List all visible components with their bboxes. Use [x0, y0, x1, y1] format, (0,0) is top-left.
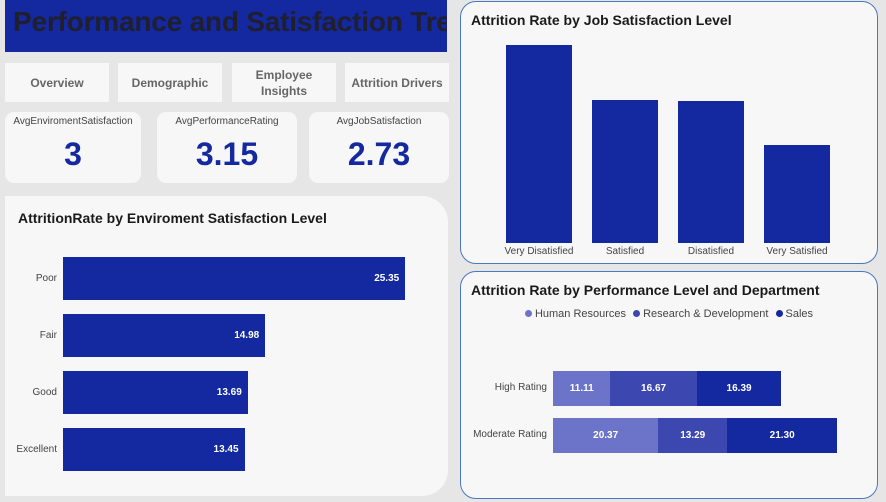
category-label: Moderate Rating	[473, 429, 547, 440]
nav-button-demographic[interactable]: Demographic	[118, 63, 222, 102]
nav-button-overview[interactable]: Overview	[5, 63, 109, 102]
nav-button-employee-insights[interactable]: Employee Insights	[232, 63, 336, 102]
data-label: 13.45	[213, 444, 239, 455]
legend-label: Sales	[785, 308, 814, 320]
bar-segment-research-development: 16.67	[610, 371, 697, 406]
nav-button-employee-insights-line1: Employee	[255, 67, 313, 82]
page-title: Performance and Satisfaction Trend	[13, 6, 447, 37]
kpi-card-env-satisfaction: AvgEnviromentSatisfaction 3	[5, 112, 141, 183]
legend-dot	[775, 310, 783, 317]
bar-very-satisfied	[764, 144, 830, 243]
bar-segment-human-resources: 11.11	[553, 371, 611, 406]
category-label: Good	[32, 387, 57, 398]
chart-legend: Human Resources Research & Development S…	[461, 308, 877, 320]
nav-button-employee-insights-line2: Insights	[260, 83, 307, 98]
bar-very-disatisfied	[506, 44, 572, 243]
chart-title: Attrition Rate by Performance Level and …	[471, 282, 820, 298]
kpi-card-job-satisfaction: AvgJobSatisfaction 2.73	[309, 112, 449, 183]
data-label: 14.98	[234, 330, 260, 341]
kpi-label: AvgJobSatisfaction	[336, 116, 422, 127]
kpi-value: 2.73	[347, 136, 411, 172]
category-label: Very Satisfied	[766, 246, 828, 257]
bar-segment-sales: 21.30	[727, 418, 838, 453]
page-title-banner: Performance and Satisfaction Trend	[5, 0, 447, 52]
bar-excellent: 13.45	[63, 428, 245, 471]
bar-poor: 25.35	[63, 257, 406, 300]
bar-satisfied	[592, 100, 658, 243]
legend-dot	[633, 310, 641, 317]
category-label: High Rating	[494, 382, 547, 393]
legend-item-sales: Sales	[775, 308, 814, 320]
category-label: Poor	[35, 273, 57, 284]
data-label: 25.35	[374, 273, 400, 284]
category-label: Fair	[39, 330, 57, 341]
bar-segment-human-resources: 20.37	[553, 418, 659, 453]
chart-title: Attrition Rate by Job Satisfaction Level	[471, 12, 732, 28]
legend-label: Human Resources	[534, 308, 627, 320]
data-label: 13.69	[216, 387, 242, 398]
category-label: Very Disatisfied	[504, 246, 574, 257]
legend-item-human-resources: Human Resources	[524, 308, 627, 320]
legend-item-research-development: Research & Development	[633, 308, 768, 320]
kpi-value: 3.15	[195, 136, 259, 172]
category-label: Disatisfied	[687, 246, 735, 257]
chart-title: AttritionRate by Enviroment Satisfaction…	[18, 210, 327, 226]
bar-fair: 14.98	[63, 314, 266, 357]
bar-segment-sales: 16.39	[696, 371, 782, 406]
kpi-label: AvgPerformanceRating	[175, 116, 279, 127]
bar-disatisfied	[678, 100, 744, 243]
nav-button-attrition-drivers[interactable]: Attrition Drivers	[345, 63, 449, 102]
kpi-value: 3	[64, 136, 82, 172]
category-label: Satisfied	[605, 246, 645, 257]
performance-department-chart-card: Attrition Rate by Performance Level and …	[460, 271, 878, 499]
category-label: Excellent	[16, 444, 57, 455]
kpi-card-performance-rating: AvgPerformanceRating 3.15	[157, 112, 297, 183]
bar-segment-research-development: 13.29	[658, 418, 728, 453]
env-satisfaction-chart-card: AttritionRate by Enviroment Satisfaction…	[5, 196, 448, 496]
legend-label: Research & Development	[643, 308, 769, 320]
bar-good: 13.69	[63, 371, 248, 414]
legend-dot	[524, 310, 532, 317]
job-satisfaction-chart-card: Attrition Rate by Job Satisfaction Level…	[460, 1, 878, 264]
kpi-label: AvgEnviromentSatisfaction	[13, 116, 133, 127]
